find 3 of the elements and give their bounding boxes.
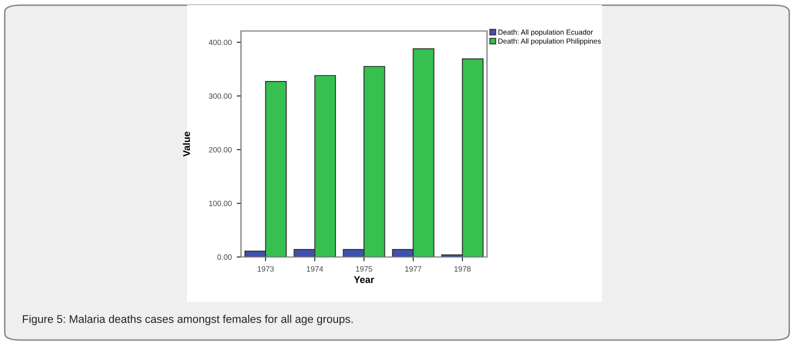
x-axis-title: Year: [354, 276, 374, 284]
caption: Figure 5: Malaria deaths cases amongst females for all age groups.: [22, 314, 353, 326]
y-axis-title: Value: [182, 132, 190, 157]
